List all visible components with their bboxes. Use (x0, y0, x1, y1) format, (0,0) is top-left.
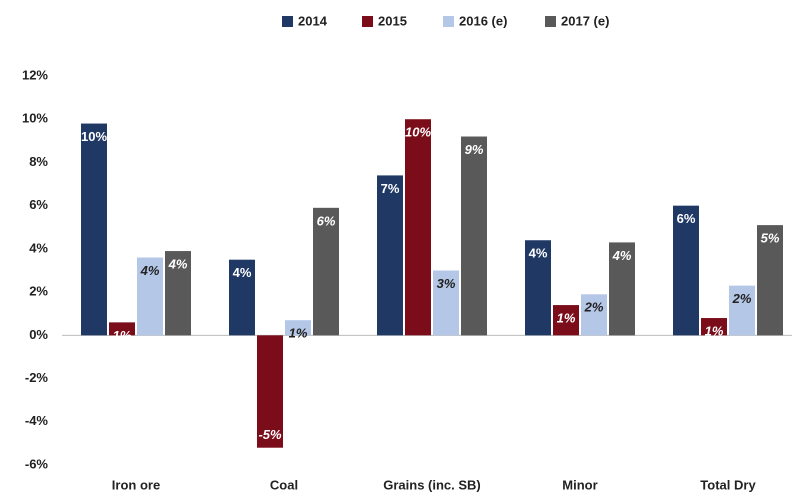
value-label: 10% (405, 125, 431, 140)
value-label: 4% (233, 265, 252, 280)
bar (553, 305, 579, 336)
legend-label: 2014 (298, 13, 328, 28)
value-label: 4% (612, 248, 632, 263)
value-label: 1% (289, 326, 308, 341)
legend-label: 2015 (378, 13, 407, 28)
bar (109, 322, 135, 336)
legend-swatch (545, 16, 556, 27)
bar (609, 242, 635, 336)
value-label: 1% (705, 323, 724, 338)
value-label: 5% (761, 231, 780, 246)
bar (137, 257, 163, 336)
value-label: 1% (113, 328, 132, 343)
value-label: 3% (437, 276, 456, 291)
value-label: -5% (258, 427, 282, 442)
y-tick-label: 10% (22, 111, 48, 126)
bar (229, 259, 255, 336)
y-tick-label: -6% (25, 456, 49, 471)
y-tick-label: 0% (29, 327, 48, 342)
value-label: 4% (140, 263, 160, 278)
bar (433, 270, 459, 336)
bar (673, 205, 699, 336)
value-label: 7% (381, 181, 400, 196)
bar (377, 175, 403, 336)
bar (257, 335, 283, 448)
value-label: 4% (168, 256, 188, 271)
x-tick-label: Iron ore (112, 477, 160, 492)
bar (81, 123, 107, 336)
bar (701, 318, 727, 336)
y-tick-label: 12% (22, 67, 48, 82)
legend-swatch (282, 16, 293, 27)
bar (405, 119, 431, 336)
legend-swatch (362, 16, 373, 27)
x-tick-label: Total Dry (700, 477, 756, 492)
x-tick-label: Minor (562, 477, 597, 492)
x-tick-label: Grains (inc. SB) (383, 477, 481, 492)
y-tick-label: 4% (29, 240, 48, 255)
legend-label: 2016 (e) (459, 13, 507, 28)
x-tick-label: Coal (270, 477, 298, 492)
bar (757, 225, 783, 336)
y-tick-label: 2% (29, 284, 48, 299)
value-label: 9% (465, 142, 484, 157)
bar (313, 207, 339, 336)
bar (165, 251, 191, 336)
y-tick-label: -2% (25, 370, 49, 385)
bar (729, 285, 755, 336)
legend-label: 2017 (e) (561, 13, 609, 28)
bar (525, 240, 551, 336)
y-tick-label: 8% (29, 154, 48, 169)
y-tick-label: 6% (29, 197, 48, 212)
bar (285, 320, 311, 336)
legend-swatch (443, 16, 454, 27)
value-label: 1% (557, 311, 576, 326)
value-label: 2% (584, 300, 604, 315)
bar (461, 136, 487, 336)
value-label: 10% (81, 129, 107, 144)
y-tick-label: -4% (25, 413, 49, 428)
bar (581, 294, 607, 336)
value-label: 4% (529, 246, 548, 261)
value-label: 6% (677, 211, 696, 226)
value-label: 2% (732, 291, 752, 306)
value-label: 6% (317, 213, 336, 228)
